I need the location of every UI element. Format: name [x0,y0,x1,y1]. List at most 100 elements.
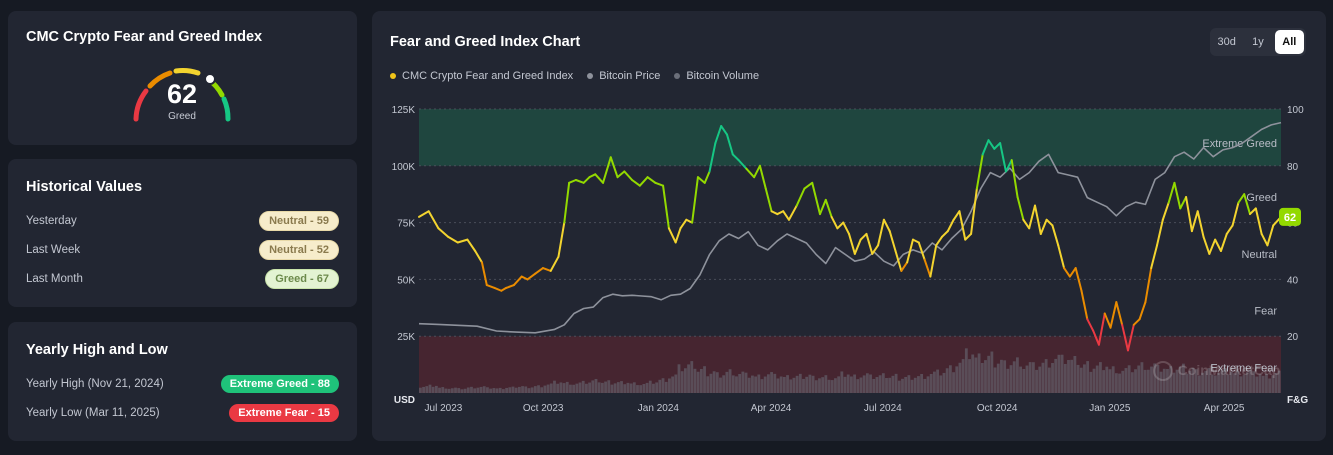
fear-greed-line-segment[interactable] [1016,196,1025,221]
fear-greed-line-segment[interactable] [1249,207,1257,216]
fear-greed-line-segment[interactable] [888,230,897,252]
fear-greed-line-segment[interactable] [1208,238,1217,255]
range-1y-button[interactable]: 1y [1252,36,1264,48]
fear-greed-line-segment[interactable] [1063,267,1071,278]
fear-greed-line-segment[interactable] [1161,201,1170,221]
fear-greed-line-segment[interactable] [877,218,885,247]
fear-greed-line-segment[interactable] [745,167,756,179]
fear-greed-line-segment[interactable] [970,187,978,235]
fear-greed-line-segment[interactable] [557,221,566,258]
fear-greed-line-segment[interactable] [1121,323,1129,352]
fear-greed-line-segment[interactable] [981,139,990,156]
fear-greed-line-segment[interactable] [582,176,591,184]
fear-greed-line-segment[interactable] [512,275,523,287]
fear-greed-line-segment[interactable] [842,221,851,235]
fear-greed-line-segment[interactable] [1033,204,1042,235]
fear-greed-line-segment[interactable] [568,179,577,184]
fear-greed-line-segment[interactable] [609,156,619,179]
fear-greed-line-segment[interactable] [480,261,488,287]
legend-item-price[interactable]: Bitcoin Price [587,70,660,82]
fear-greed-line-segment[interactable] [787,204,798,221]
fear-greed-line-segment[interactable] [1080,289,1089,321]
fear-greed-line-segment[interactable] [534,267,544,275]
fear-greed-line-segment[interactable] [830,215,839,230]
fear-greed-line-segment[interactable] [1004,159,1013,173]
fear-greed-line-segment[interactable] [720,125,728,136]
fear-greed-line-segment[interactable] [824,198,833,218]
fear-greed-line-segment[interactable] [1010,159,1019,199]
fear-greed-line-segment[interactable] [737,159,748,170]
fear-greed-line-segment[interactable] [776,210,785,216]
fear-greed-line-segment[interactable] [1086,318,1095,332]
fear-greed-line-segment[interactable] [594,173,605,184]
legend-item-volume[interactable]: Bitcoin Volume [674,70,759,82]
fear-greed-line-segment[interactable] [437,227,450,238]
legend-item-fg[interactable]: CMC Crypto Fear and Greed Index [390,70,573,82]
fear-greed-line-segment[interactable] [662,184,670,230]
fear-greed-line-segment[interactable] [871,244,880,255]
fear-greed-line-segment[interactable] [1051,224,1060,247]
fear-greed-line-segment[interactable] [1219,232,1228,252]
fear-greed-line-segment[interactable] [911,238,920,244]
fear-greed-line-segment[interactable] [906,238,914,264]
fear-greed-line-segment[interactable] [679,218,688,230]
fear-greed-line-segment[interactable] [1150,244,1159,270]
fear-greed-line-segment[interactable] [758,164,767,190]
fear-greed-line-segment[interactable] [674,227,682,244]
fear-greed-line-segment[interactable] [708,142,717,173]
fear-greed-line-segment[interactable] [1225,224,1234,235]
fear-greed-line-segment[interactable] [1190,210,1199,233]
fear-greed-line-segment[interactable] [1231,201,1240,227]
fear-greed-line-segment[interactable] [456,238,469,244]
fear-greed-line-segment[interactable] [1022,218,1031,230]
fear-greed-line-segment[interactable] [549,255,560,272]
fear-greed-line-segment[interactable] [753,164,761,179]
fear-greed-line-segment[interactable] [685,218,694,224]
fear-greed-line-segment[interactable] [493,286,503,292]
fear-greed-line-segment[interactable] [1109,301,1118,329]
fear-greed-line-segment[interactable] [975,153,984,190]
fear-greed-line-segment[interactable] [1196,210,1205,238]
fear-greed-line-segment[interactable] [563,181,571,224]
fear-greed-line-segment[interactable] [859,232,868,241]
fear-greed-line-segment[interactable] [1156,218,1164,247]
fear-greed-line-segment[interactable] [1092,329,1100,346]
fear-greed-line-segment[interactable] [703,170,711,184]
fear-greed-line-segment[interactable] [1144,267,1153,304]
fear-greed-line-segment[interactable] [474,250,483,264]
fear-greed-line-segment[interactable] [631,179,641,187]
fear-greed-line-segment[interactable] [574,179,585,184]
fear-greed-line-segment[interactable] [466,238,477,252]
fear-greed-chart[interactable]: 25K50K75K100K125KUSD20406080100F&GExtrem… [372,11,1326,441]
fear-greed-line-segment[interactable] [795,187,806,207]
fear-greed-line-segment[interactable] [602,156,612,184]
fear-greed-line-segment[interactable] [1185,196,1193,233]
fear-greed-line-segment[interactable] [418,210,430,218]
fear-greed-line-segment[interactable] [964,232,973,241]
fear-greed-line-segment[interactable] [1103,312,1112,329]
fear-greed-line-segment[interactable] [1202,235,1211,255]
fear-greed-line-segment[interactable] [1173,181,1182,210]
fear-greed-line-segment[interactable] [1243,193,1252,216]
fear-greed-line-segment[interactable] [1045,218,1054,227]
fear-greed-line-segment[interactable] [865,232,874,255]
fear-greed-line-segment[interactable] [1266,224,1275,247]
fear-greed-line-segment[interactable] [935,235,944,247]
fear-greed-line-segment[interactable] [696,176,706,184]
fear-greed-line-segment[interactable] [623,170,634,181]
fear-greed-line-segment[interactable] [999,142,1007,173]
fear-greed-line-segment[interactable] [1074,267,1083,292]
fear-greed-line-segment[interactable] [541,267,552,272]
fear-greed-line-segment[interactable] [917,241,926,261]
fear-greed-line-segment[interactable] [958,210,967,241]
fear-greed-line-segment[interactable] [1132,318,1141,326]
fear-greed-line-segment[interactable] [894,250,903,272]
fear-greed-line-segment[interactable] [900,261,909,272]
fear-greed-line-segment[interactable] [782,210,790,221]
fear-greed-line-segment[interactable] [654,181,665,187]
fear-greed-line-segment[interactable] [1057,244,1066,270]
fear-greed-line-segment[interactable] [526,272,537,281]
fear-greed-line-segment[interactable] [923,258,932,278]
fear-greed-line-segment[interactable] [818,198,827,216]
fear-greed-line-segment[interactable] [853,238,862,255]
